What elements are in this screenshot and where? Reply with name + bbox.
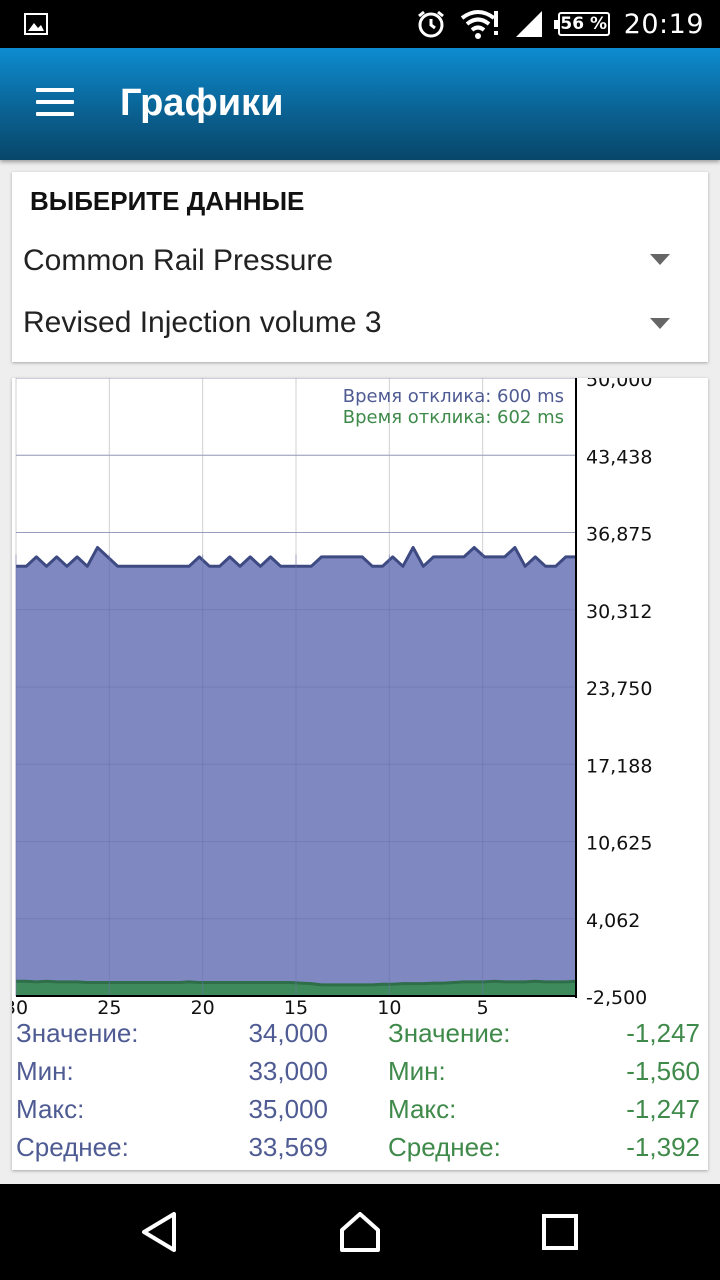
wifi-icon (460, 10, 498, 39)
y-tick-label: 23,750 (586, 678, 652, 700)
stat-value: 34,000 (248, 1018, 328, 1048)
y-tick-label: 30,312 (586, 601, 652, 623)
back-icon[interactable] (136, 1208, 184, 1256)
response-time-annotation: Время отклика: 600 ms (343, 386, 564, 407)
dropdown-primary-parameter[interactable]: Common Rail Pressure (12, 234, 708, 290)
x-tick-label: 20 (191, 997, 215, 1018)
x-tick-label: 10 (377, 997, 401, 1018)
alarm-icon (417, 10, 444, 38)
dropdown-arrow-icon (650, 254, 670, 265)
clock: 20:19 (623, 8, 704, 40)
stat-label: Мин: (388, 1056, 446, 1086)
response-time-annotation: Время отклика: 602 ms (343, 407, 564, 428)
stat-value: 33,000 (248, 1056, 328, 1086)
stat-label: Макс: (16, 1094, 85, 1124)
y-tick-label: 17,188 (586, 755, 652, 777)
stat-value: -1,247 (626, 1094, 700, 1124)
recents-icon[interactable] (536, 1208, 584, 1256)
y-tick-label: 4,062 (586, 910, 640, 932)
stat-label: Значение: (16, 1018, 139, 1048)
stat-label: Мин: (16, 1056, 74, 1086)
home-icon[interactable] (336, 1208, 384, 1256)
gallery-notification-icon (24, 13, 48, 35)
stat-label: Значение: (388, 1018, 511, 1048)
dropdown-arrow-icon (650, 318, 670, 329)
x-tick-label: 30 (12, 997, 28, 1018)
y-tick-label: 36,875 (586, 524, 652, 546)
dropdown-secondary-value: Revised Injection volume 3 (23, 306, 382, 339)
stat-label: Среднее: (16, 1132, 129, 1162)
data-selection-card: ВЫБЕРИТЕ ДАННЫЕ Common Rail Pressure Rev… (12, 172, 708, 362)
navigation-bar (0, 1184, 720, 1280)
line-chart[interactable]: 50,000 43,438 36,875 30,312 23,750 17,188 10,6… (12, 378, 708, 1018)
app-bar: Графики (0, 48, 720, 160)
y-tick-label: 43,438 (586, 446, 652, 468)
page-title: Графики (120, 82, 284, 124)
chart-card: 50,000 43,438 36,875 30,312 23,750 17,188 10,6… (12, 378, 708, 1170)
x-tick-label: 15 (284, 997, 308, 1018)
y-tick-label: 50,000 (586, 378, 652, 391)
stat-row-min: Мин: 33,000 Мин: -1,560 (12, 1056, 708, 1094)
stat-value: -1,560 (626, 1056, 700, 1086)
stat-value: -1,247 (626, 1018, 700, 1048)
stat-row-max: Макс: 35,000 Макс: -1,247 (12, 1094, 708, 1132)
hamburger-menu-icon[interactable] (36, 88, 76, 118)
y-tick-label: 10,625 (586, 833, 652, 855)
stat-label: Макс: (388, 1094, 457, 1124)
x-tick-label: 5 (477, 997, 489, 1018)
stat-value: 35,000 (248, 1094, 328, 1124)
signal-icon (515, 11, 542, 37)
stat-label: Среднее: (388, 1132, 501, 1162)
y-tick-label: -2,500 (586, 987, 647, 1009)
stat-row-value: Значение: 34,000 Значение: -1,247 (12, 1018, 708, 1056)
stat-row-average: Среднее: 33,569 Среднее: -1,392 (12, 1132, 708, 1170)
status-bar: 56 % 20:19 (0, 0, 720, 48)
section-title: ВЫБЕРИТЕ ДАННЫЕ (30, 186, 305, 216)
dropdown-secondary-parameter[interactable]: Revised Injection volume 3 (12, 296, 708, 352)
dropdown-primary-value: Common Rail Pressure (23, 244, 334, 277)
stat-value: 33,569 (248, 1132, 328, 1162)
x-tick-label: 25 (97, 997, 121, 1018)
stat-value: -1,392 (626, 1132, 700, 1162)
battery-indicator: 56 % (553, 12, 610, 36)
